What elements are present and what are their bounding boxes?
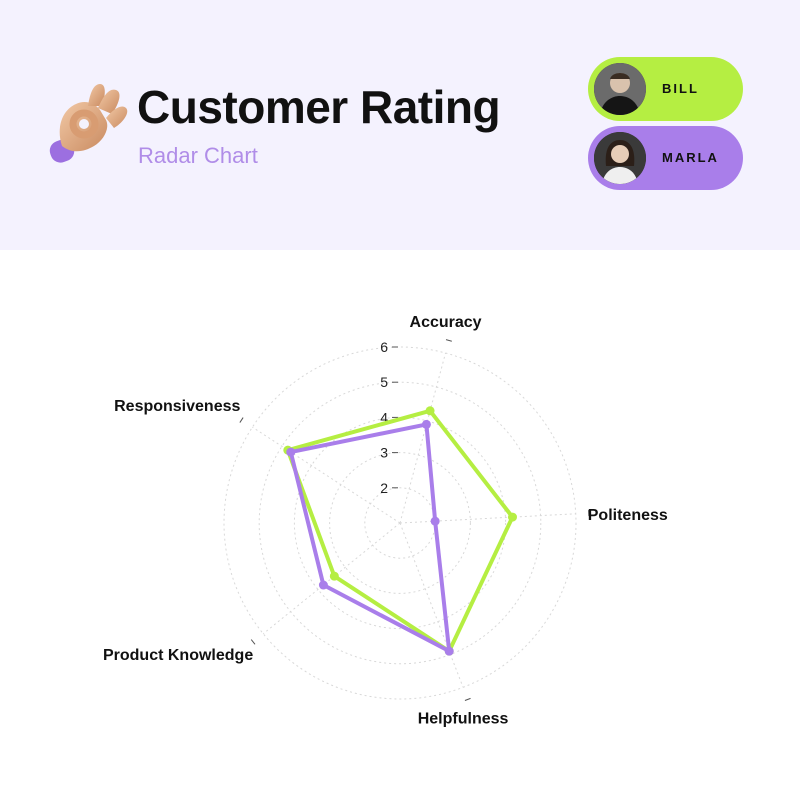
tick-label: 3 [380, 445, 388, 461]
legend-label-marla: MARLA [662, 150, 719, 165]
data-point-marla [318, 580, 328, 590]
axis-tick-mark [445, 339, 452, 342]
page-title: Customer Rating [137, 81, 501, 133]
data-point-bill [329, 571, 339, 581]
page-subtitle: Radar Chart [138, 143, 258, 168]
tick-label: 4 [380, 409, 388, 425]
avatar-bill [594, 63, 646, 115]
tick-label: 6 [380, 339, 388, 355]
ok-hand-icon [49, 84, 128, 163]
data-point-marla [421, 419, 431, 429]
series-line-bill [285, 408, 515, 654]
series-line-marla [288, 422, 452, 654]
legend-item-marla[interactable]: MARLA [588, 126, 743, 190]
axis-spoke [399, 522, 464, 688]
grid-ring [329, 452, 471, 594]
axis-label: Politeness [588, 507, 668, 524]
legend-label-bill: BILL [662, 81, 699, 96]
radar-chart: 2 3 4 5 6 Accuracy Politeness Helpfulness Produc… [103, 314, 668, 727]
axis-label: Accuracy [410, 314, 482, 331]
data-point-bill [507, 512, 517, 522]
axis-spoke [252, 426, 401, 524]
axis-label: Helpfulness [418, 710, 509, 727]
axis-label: Product Knowledge [103, 647, 253, 664]
grid-ring [293, 416, 507, 630]
grid-ring [223, 346, 577, 700]
person-icon [594, 63, 646, 115]
axis-label: Responsiveness [114, 398, 240, 415]
axis-tick-mark [464, 697, 471, 701]
axis-tick-mark [250, 639, 256, 645]
axis-tick-mark [239, 417, 244, 423]
data-point-bill [425, 406, 435, 416]
tick-label: 5 [380, 374, 388, 390]
axis-spoke [399, 352, 447, 524]
axis-spoke [399, 513, 576, 524]
legend-item-bill[interactable]: BILL [588, 57, 743, 121]
grid-ring [258, 381, 542, 665]
axis-spoke [262, 522, 401, 635]
avatar-marla [594, 132, 646, 184]
tick-label: 2 [380, 480, 388, 496]
person-icon [594, 132, 646, 184]
data-point-marla [444, 646, 454, 656]
data-point-marla [430, 516, 440, 526]
header: Customer Rating Radar Chart BILL MARLA [0, 0, 800, 250]
data-point-marla [286, 447, 296, 457]
